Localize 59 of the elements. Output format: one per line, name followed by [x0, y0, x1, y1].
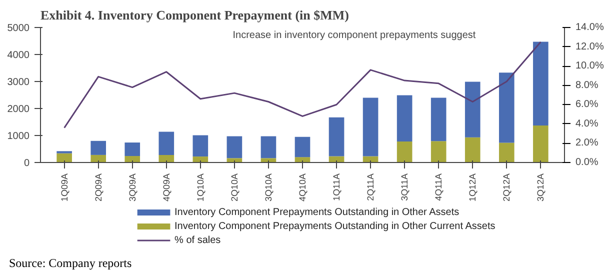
y2-tick-label: 6.0%: [576, 99, 598, 110]
chart-title: Exhibit 4. Inventory Component Prepayment (in $MM): [40, 8, 350, 22]
bar: [294, 136, 310, 158]
y2-tick-label: 8.0%: [576, 80, 598, 91]
y-tick-label: 1000: [7, 131, 30, 142]
line-series: [64, 41, 542, 129]
bar: [396, 141, 412, 162]
x-tick-label: 2Q11A: [366, 173, 376, 201]
x-tick-label: 3Q10A: [263, 173, 274, 202]
x-tick-label: 1Q12A: [468, 173, 478, 202]
annotation: Increase in inventory component prepayments suggest: [232, 30, 476, 41]
y-tick-label: 2000: [7, 104, 30, 115]
y2-tick-label: 0.0%: [576, 157, 598, 168]
bar: [124, 156, 140, 162]
y-tick-label: 5000: [7, 23, 30, 34]
bar: [430, 98, 446, 142]
legend-label: Inventory Component Prepayments Outstanding in Other Assets: [174, 207, 460, 218]
bar: [464, 82, 480, 138]
x-tick-label: 1Q09A: [59, 173, 70, 202]
bar: [158, 132, 174, 155]
x-tick-label: 2Q09A: [93, 173, 104, 202]
x-tick-label: 2Q12A: [502, 173, 512, 202]
bar: [260, 136, 276, 158]
x-tick-label: 4Q09A: [161, 173, 172, 202]
bar: [226, 136, 242, 158]
x-tick-label: 3Q11A: [400, 173, 410, 201]
bar: [533, 42, 548, 126]
bar: [499, 72, 514, 143]
x-tick-label: 4Q11A: [434, 173, 444, 201]
x-tick-label: 2Q10A: [229, 173, 240, 202]
y2-tick-label: 4.0%: [576, 118, 598, 130]
bar: [158, 154, 174, 162]
source-note: Source: Company reports: [9, 255, 132, 272]
y2-tick-label: 2.0%: [576, 138, 598, 149]
bar: [464, 137, 480, 162]
x-tick-label: 3Q12A: [536, 173, 546, 202]
x-tick-label: 1Q11A: [332, 173, 342, 201]
y2-tick-label: 12.0%: [576, 41, 604, 52]
x-tick-label: 4Q10A: [298, 173, 308, 202]
bar: [192, 135, 208, 157]
bar: [396, 95, 412, 142]
legend-label: Inventory Component Prepayments Outstanding in Other Current Assets: [174, 221, 496, 232]
bar: [362, 98, 378, 156]
legend-label: % of sales: [174, 235, 221, 246]
bar: [90, 140, 106, 155]
bar: [56, 153, 72, 162]
y2-tick-label: 10.0%: [576, 60, 604, 72]
bar: [328, 117, 344, 156]
bar: [124, 142, 140, 156]
x-tick-label: 1Q10A: [195, 173, 206, 202]
x-tick-label: 3Q09A: [127, 173, 138, 202]
bar: [90, 154, 106, 162]
y-tick-label: 4000: [7, 50, 30, 61]
bar: [430, 141, 446, 162]
y2-tick-label: 14.0%: [576, 22, 604, 33]
y-tick-label: 0: [24, 158, 30, 169]
bar: [499, 142, 514, 162]
bar: [533, 126, 548, 162]
y-tick-label: 3000: [7, 77, 30, 88]
